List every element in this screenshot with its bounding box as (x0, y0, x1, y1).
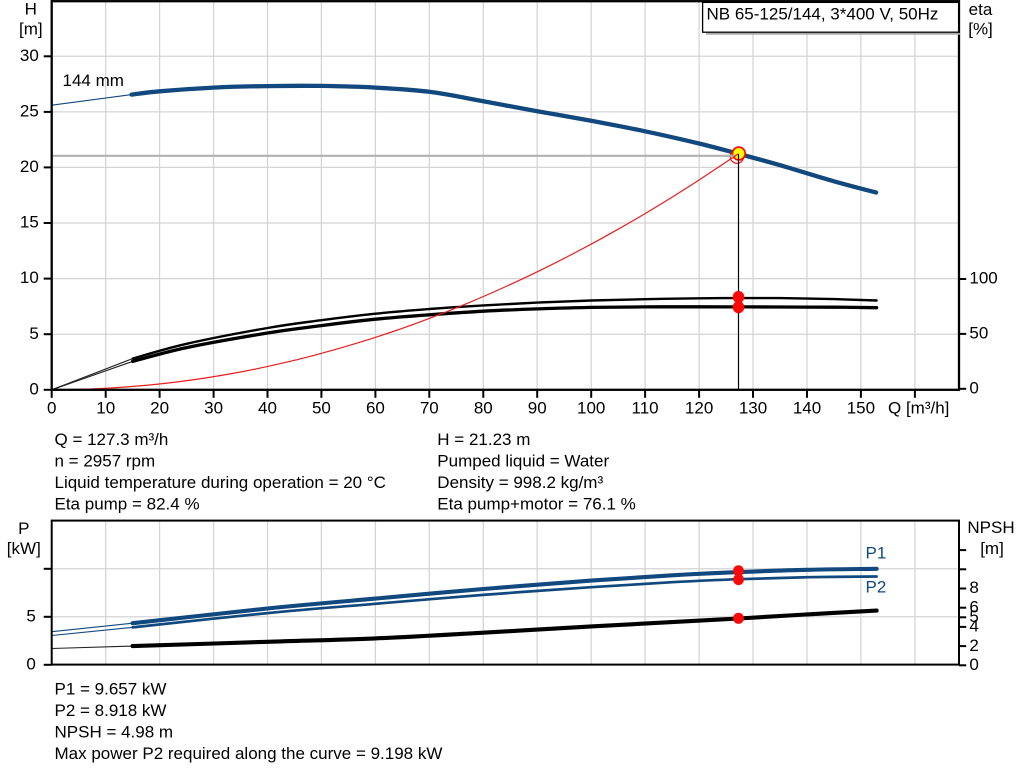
svg-text:n = 2957 rpm: n = 2957 rpm (55, 452, 156, 471)
svg-text:4: 4 (969, 617, 978, 636)
svg-text:H = 21.23 m: H = 21.23 m (437, 430, 530, 449)
svg-text:0: 0 (47, 399, 56, 418)
svg-text:30: 30 (20, 46, 39, 65)
svg-text:140: 140 (793, 399, 821, 418)
svg-text:0: 0 (26, 654, 35, 673)
svg-text:50: 50 (969, 324, 988, 343)
svg-text:5: 5 (969, 607, 978, 626)
svg-text:H: H (25, 0, 37, 19)
svg-text:[kW]: [kW] (7, 539, 41, 558)
svg-text:10: 10 (20, 268, 39, 287)
svg-text:15: 15 (20, 213, 39, 232)
svg-text:20: 20 (20, 157, 39, 176)
svg-text:60: 60 (366, 399, 385, 418)
svg-text:NB 65-125/144, 3*400 V, 50Hz: NB 65-125/144, 3*400 V, 50Hz (707, 4, 939, 23)
svg-text:110: 110 (632, 399, 659, 418)
svg-text:NPSH: NPSH (967, 518, 1014, 537)
svg-text:80: 80 (474, 399, 493, 418)
svg-text:6: 6 (969, 597, 978, 616)
svg-text:P1 = 9.657 kW: P1 = 9.657 kW (55, 680, 167, 699)
svg-text:0: 0 (29, 379, 38, 398)
svg-text:25: 25 (20, 102, 39, 121)
svg-text:Q [m³/h]: Q [m³/h] (888, 399, 949, 418)
svg-text:Liquid temperature during oper: Liquid temperature during operation = 20… (55, 473, 386, 492)
svg-text:5: 5 (26, 606, 35, 625)
svg-text:P2 = 8.918 kW: P2 = 8.918 kW (55, 701, 167, 720)
svg-text:30: 30 (204, 399, 223, 418)
svg-text:Eta pump+motor = 76.1 %: Eta pump+motor = 76.1 % (437, 495, 635, 514)
svg-text:10: 10 (96, 399, 115, 418)
svg-text:5: 5 (29, 324, 38, 343)
svg-text:0: 0 (969, 379, 978, 398)
svg-text:Eta pump = 82.4 %: Eta pump = 82.4 % (55, 495, 200, 514)
svg-text:130: 130 (739, 399, 767, 418)
svg-text:P1: P1 (866, 543, 887, 562)
svg-text:Pumped liquid = Water: Pumped liquid = Water (437, 452, 609, 471)
svg-text:120: 120 (685, 399, 713, 418)
svg-text:20: 20 (150, 399, 169, 418)
svg-text:0: 0 (969, 655, 978, 674)
svg-text:100: 100 (577, 399, 605, 418)
svg-text:2: 2 (969, 636, 978, 655)
svg-text:8: 8 (969, 578, 978, 597)
svg-text:70: 70 (420, 399, 439, 418)
svg-text:eta: eta (969, 0, 993, 19)
svg-text:Density = 998.2 kg/m³: Density = 998.2 kg/m³ (437, 473, 603, 492)
svg-text:90: 90 (528, 399, 547, 418)
svg-text:150: 150 (847, 399, 875, 418)
svg-text:50: 50 (312, 399, 331, 418)
svg-text:P2: P2 (866, 577, 887, 596)
svg-text:40: 40 (258, 399, 277, 418)
svg-text:144 mm: 144 mm (63, 71, 124, 90)
svg-text:NPSH = 4.98 m: NPSH = 4.98 m (55, 722, 174, 741)
svg-text:[m]: [m] (980, 539, 1004, 558)
svg-text:[m]: [m] (19, 20, 43, 39)
svg-text:Max power P2 required along th: Max power P2 required along the curve = … (55, 744, 443, 763)
svg-text:100: 100 (969, 269, 997, 288)
svg-text:[%]: [%] (968, 19, 993, 38)
svg-text:Q = 127.3 m³/h: Q = 127.3 m³/h (55, 430, 169, 449)
svg-text:P: P (18, 519, 29, 538)
